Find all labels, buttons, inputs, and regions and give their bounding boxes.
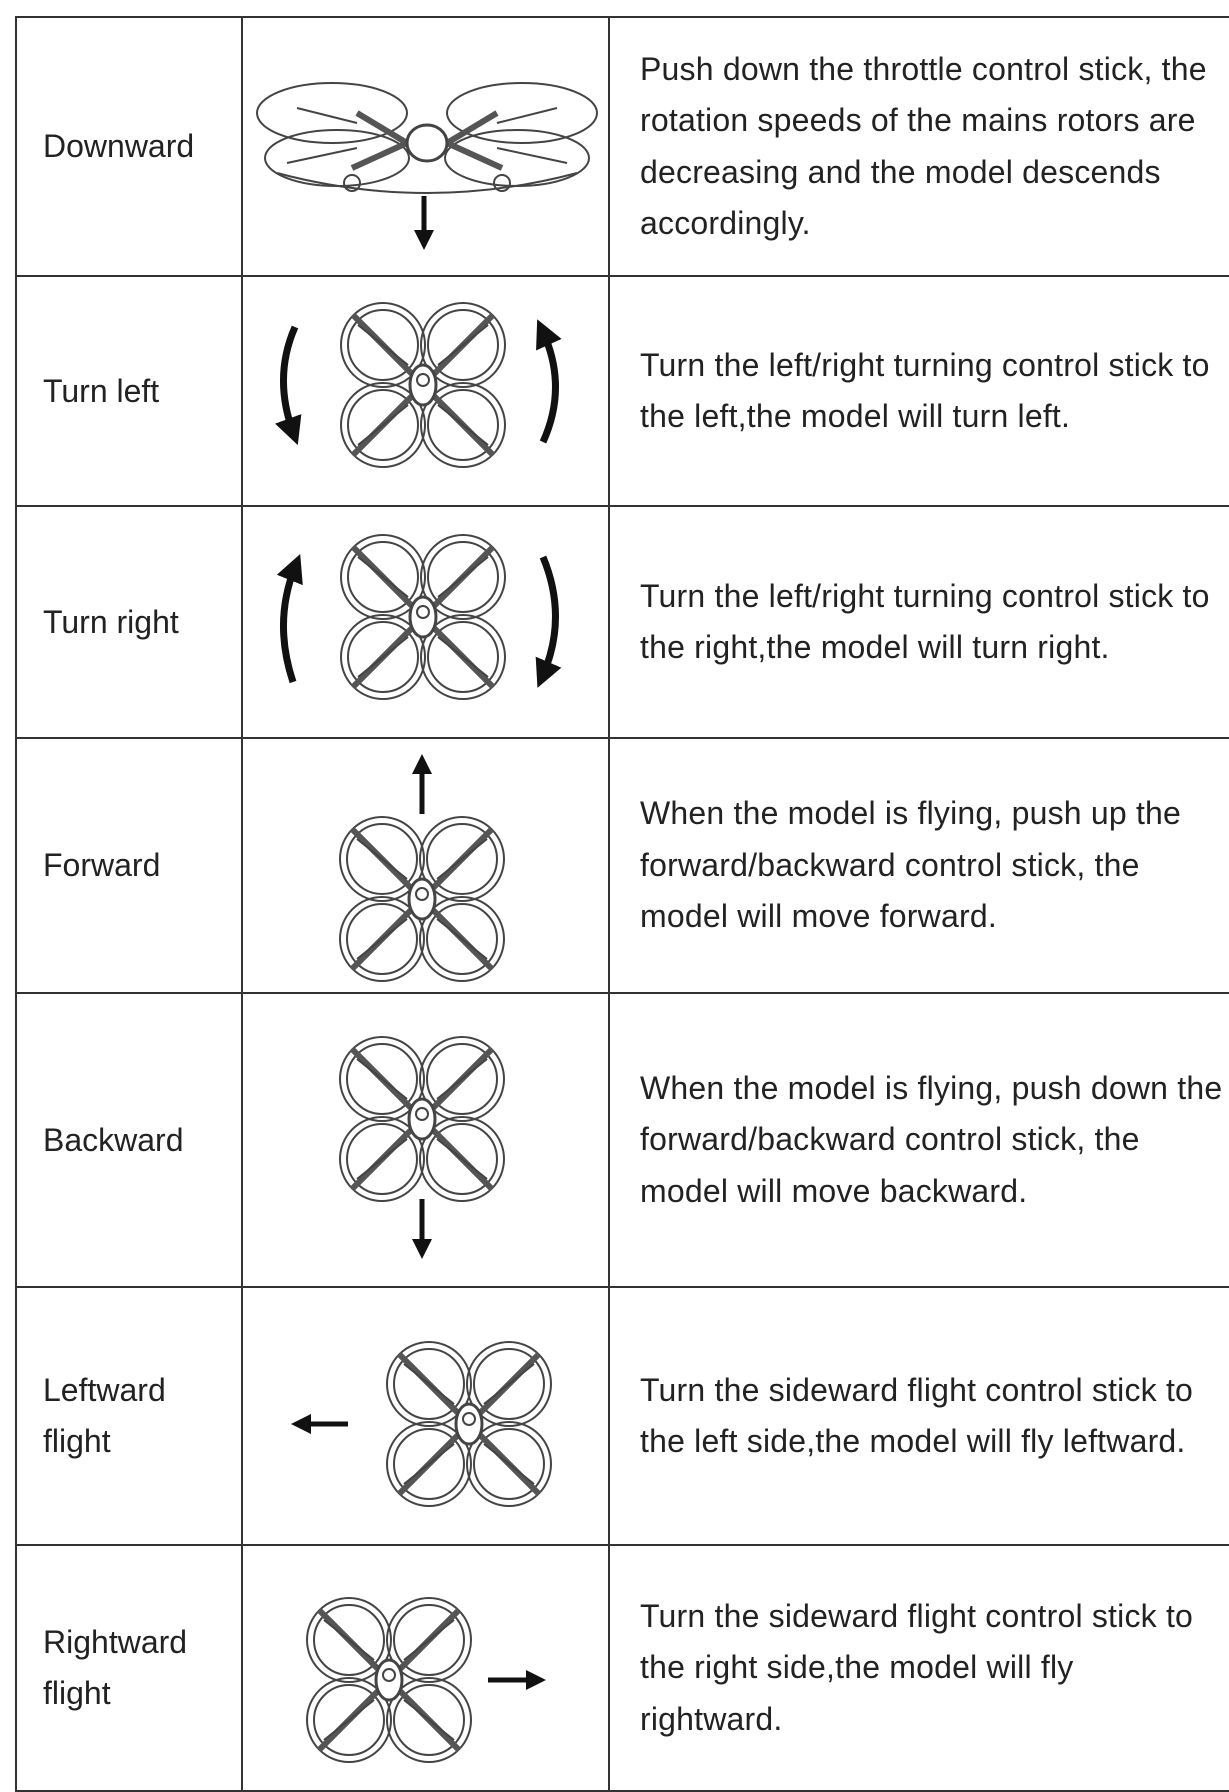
controls-table: Downward Push down the throttle control … — [15, 16, 1229, 1792]
row: Downward Push down the throttle control … — [15, 16, 1229, 277]
row: Leftward flight Turn the sideward flight… — [15, 1286, 1229, 1546]
row-description: Turn the left/right turning control stic… — [608, 505, 1229, 739]
row-description: Turn the left/right turning control stic… — [608, 275, 1229, 507]
illustration — [243, 994, 608, 1259]
row-description: Turn the sideward flight control stick t… — [608, 1544, 1229, 1792]
row: Turn left Turn the left/right turning co… — [15, 275, 1229, 507]
row: Rightward flight Turn the sideward fligh… — [15, 1544, 1229, 1792]
row-label: Forward — [15, 737, 243, 994]
row-label: Leftward flight — [15, 1286, 243, 1546]
illustration — [275, 277, 562, 505]
illustration — [243, 1546, 546, 1790]
row-description: When the model is flying, push up the fo… — [608, 737, 1229, 994]
illustration — [291, 1288, 608, 1544]
illustration — [276, 507, 562, 737]
row-label: Turn right — [15, 505, 243, 739]
illustration — [243, 18, 608, 250]
row-description: Turn the sideward flight control stick t… — [608, 1286, 1229, 1546]
row-label: Rightward flight — [15, 1544, 243, 1792]
illustration — [243, 754, 608, 992]
row-label: Downward — [15, 16, 243, 277]
row-label: Turn left — [15, 275, 243, 507]
row-description: When the model is flying, push down the … — [608, 992, 1229, 1288]
row-label: Backward — [15, 992, 243, 1288]
row: Backward When the model is flying, push … — [15, 992, 1229, 1288]
row-description: Push down the throttle control stick, th… — [608, 16, 1229, 277]
row: Forward When the model is flying, push u… — [15, 737, 1229, 994]
row: Turn right Turn the left/right turning c… — [15, 505, 1229, 739]
